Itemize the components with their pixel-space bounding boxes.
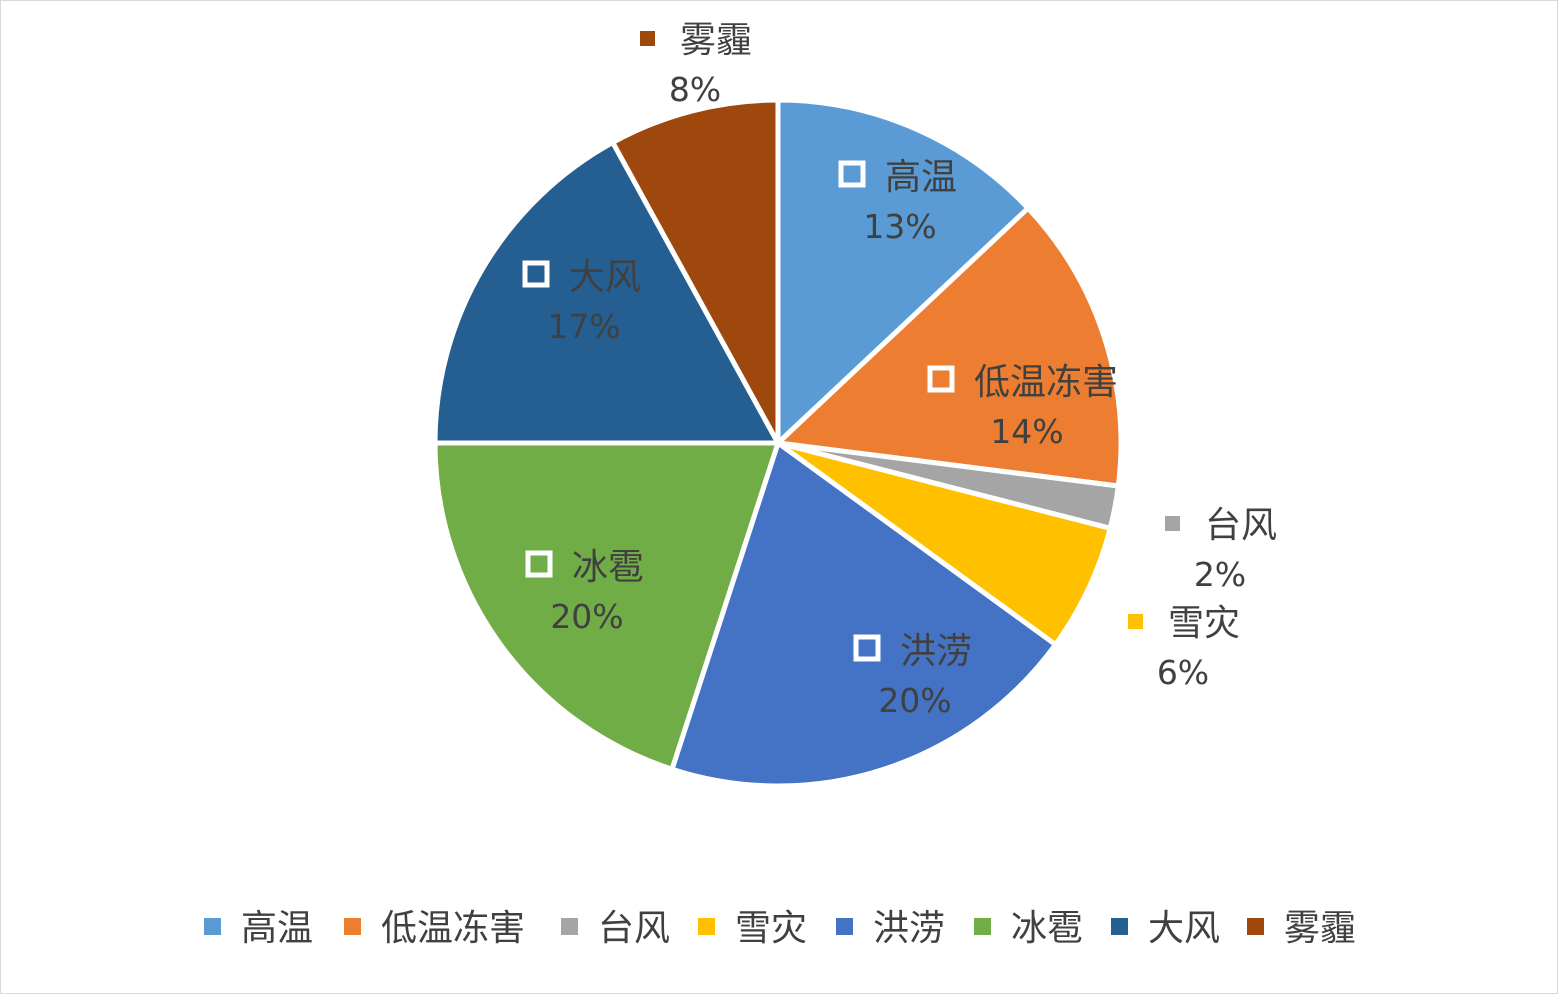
pie-slice-6 [432,139,781,446]
data-label-1: 低温冻害 14% [927,362,1118,451]
pie-slice-7 [610,97,781,446]
pie-slice-1 [775,205,1124,489]
legend-label: 冰雹 [1011,908,1083,949]
data-label-percent: 8% [669,70,721,109]
data-label-percent: 2% [1194,555,1246,594]
data-label-percent: 17% [547,307,620,346]
legend-swatch [836,918,853,935]
data-labels: 高温 13% 低温冻害 14% 台风 2% 雪灾 6% 洪涝 20% 冰雹 20% 大风 17% 雾霾 8% [522,20,1277,720]
legend-label: 大风 [1148,908,1220,949]
pie-slice-4 [669,440,1058,789]
data-label-percent: 6% [1157,653,1209,692]
data-label-marker [927,365,955,393]
data-label-7: 雾霾 8% [640,20,752,109]
data-label-marker [640,31,655,46]
data-label-marker [522,260,550,288]
data-label-category: 低温冻害 [974,362,1118,403]
legend-item-7: 雾霾 [1247,908,1356,949]
legend-swatch [1111,918,1128,935]
legend-swatch [204,918,221,935]
data-label-category: 冰雹 [572,547,644,588]
legend: 高温 低温冻害 台风 雪灾 洪涝 冰雹 大风 雾霾 [204,908,1356,949]
data-label-percent: 20% [550,597,623,636]
data-label-marker [1128,614,1143,629]
legend-item-4: 洪涝 [836,908,945,949]
legend-item-0: 高温 [204,908,313,949]
data-label-percent: 13% [863,207,936,246]
data-label-6: 大风 17% [522,257,641,346]
data-label-3: 雪灾 6% [1128,603,1240,692]
data-label-4: 洪涝 20% [853,631,972,720]
legend-item-1: 低温冻害 [344,908,525,949]
data-label-marker [853,634,881,662]
legend-swatch [1247,918,1264,935]
data-label-category: 高温 [885,157,957,198]
legend-swatch [974,918,991,935]
pie-slice-5 [432,440,781,772]
data-label-5: 冰雹 20% [525,547,644,636]
data-label-0: 高温 13% [838,157,957,246]
legend-item-6: 大风 [1111,908,1220,949]
legend-item-3: 雪灾 [698,908,807,949]
legend-label: 台风 [598,908,670,949]
data-label-marker [838,160,866,188]
data-label-category: 台风 [1205,505,1277,546]
data-label-marker [525,550,553,578]
legend-label: 低温冻害 [381,908,525,949]
data-label-category: 大风 [569,257,641,298]
data-label-marker [1165,516,1180,531]
legend-item-5: 冰雹 [974,908,1083,949]
legend-label: 高温 [241,908,313,949]
legend-swatch [344,918,361,935]
legend-label: 雾霾 [1284,908,1356,949]
data-label-2: 台风 2% [1165,505,1277,594]
data-label-category: 洪涝 [900,631,972,672]
legend-label: 洪涝 [873,908,945,949]
data-label-category: 雾霾 [680,20,752,61]
legend-swatch [561,918,578,935]
pie-slice-3 [775,440,1113,648]
legend-item-2: 台风 [561,908,670,949]
legend-label: 雪灾 [735,908,807,949]
pie-slices [432,97,1124,789]
data-label-percent: 20% [878,681,951,720]
data-label-category: 雪灾 [1168,603,1240,644]
data-label-percent: 14% [990,412,1063,451]
legend-swatch [698,918,715,935]
